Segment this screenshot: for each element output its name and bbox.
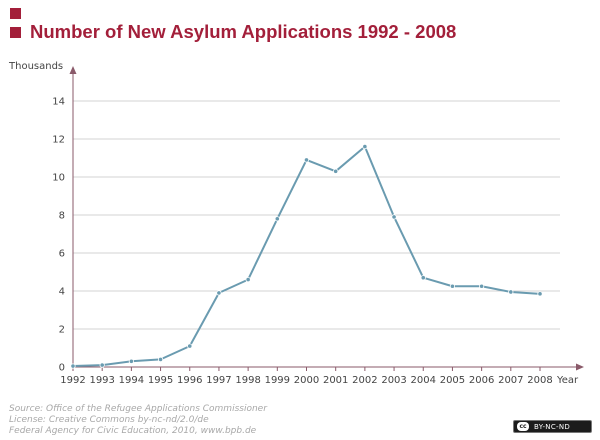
data-point [420,275,426,281]
y-tick-label: 2 [59,325,65,336]
data-point [99,362,105,368]
x-axis-arrow [576,363,584,371]
x-tick-label: 2003 [381,375,406,386]
x-tick-label: 1998 [235,375,260,386]
data-point [391,214,397,220]
x-tick-label: 1994 [119,375,144,386]
license-badge[interactable]: cc BY-NC-ND [513,420,592,433]
license-line: License: Creative Commons by-nc-nd/2.0/d… [9,415,209,425]
y-tick-label: 10 [52,173,65,184]
axes [69,66,584,371]
tick-labels: 0 2 4 6 8 10 12 14 Thousands Year 1992 1993 1994 1995… [8,61,579,386]
y-axis-label: Thousands [8,61,63,72]
source-line: Source: Office of the Refugee Applicatio… [9,404,267,414]
x-tick-label: 1995 [148,375,173,386]
y-tick-label: 0 [59,363,65,374]
grid-lines [73,100,560,330]
data-point [128,358,134,364]
data-point [245,276,251,283]
data-point [216,290,222,296]
y-tick-label: 12 [52,135,65,146]
header-bullet-top [10,8,21,19]
creative-commons-icon: cc [517,422,529,431]
data-point [449,283,456,289]
y-tick-label: 14 [52,97,65,108]
data-point [157,356,164,362]
x-tick-label: 1997 [206,375,231,386]
x-tick-label: 2005 [440,375,465,386]
data-point [187,343,193,349]
x-tick-label: 1999 [265,375,290,386]
data-point [274,216,280,222]
series-line [72,145,541,368]
header-bullet-title [10,27,21,38]
data-point [537,291,543,297]
data-point [333,168,339,174]
x-tick-label: 2007 [498,375,523,386]
y-tick-label: 8 [59,211,65,222]
x-tick-label: 2000 [294,375,319,386]
x-tick-label: 2008 [527,375,552,386]
data-point [303,157,310,163]
license-badge-text: BY-NC-ND [534,422,571,431]
x-tick-label: 2006 [469,375,494,386]
x-axis-label: Year [556,375,579,386]
data-point [70,363,76,369]
y-tick-label: 4 [59,287,65,298]
source-note: Source: Office of the Refugee Applicatio… [9,404,267,437]
x-tick-label: 2002 [352,375,377,386]
data-point [508,289,514,295]
chart-title: Number of New Asylum Applications 1992 -… [30,21,457,42]
x-tick-label: 2001 [323,375,348,386]
y-axis-arrow [69,66,77,74]
data-point [479,283,485,289]
series-layer [70,144,543,369]
x-tick-label: 1996 [177,375,202,386]
data-point [362,144,368,150]
x-tick-label: 2004 [411,375,436,386]
y-tick-label: 6 [59,249,65,260]
x-tick-label: 1993 [89,375,114,386]
x-tick-label: 1992 [60,375,85,386]
publisher-line: Federal Agency for Civic Education, 2010… [9,426,257,436]
